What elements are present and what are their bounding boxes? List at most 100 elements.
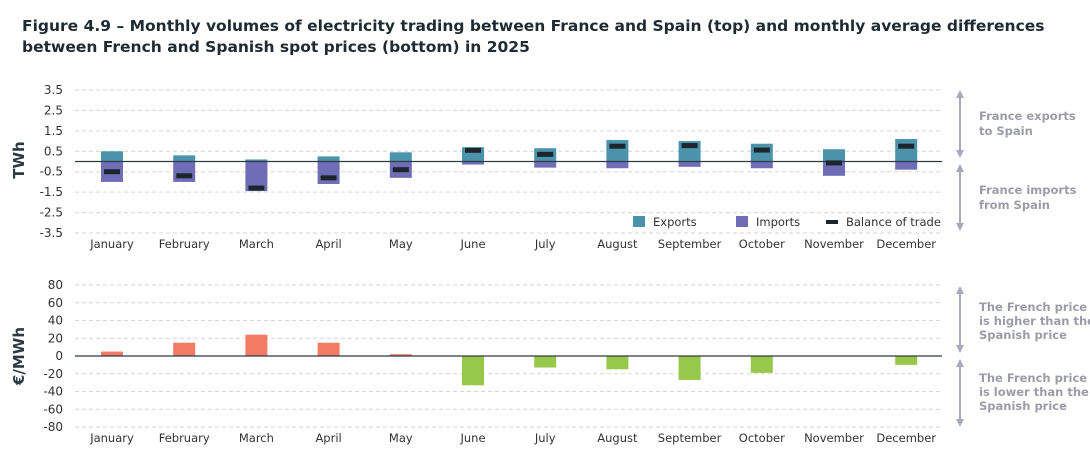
price-difference-bar bbox=[678, 356, 701, 380]
y-tick-label: -3.5 bbox=[40, 226, 63, 240]
x-tick-label: March bbox=[239, 431, 274, 445]
annotation-higher: is higher than the bbox=[979, 314, 1090, 328]
x-tick-label: September bbox=[658, 237, 722, 251]
y-tick-label: 3.5 bbox=[44, 83, 63, 97]
annotation-lower: The French price bbox=[979, 371, 1087, 385]
balance-marker bbox=[248, 185, 265, 191]
exports-bar bbox=[245, 159, 268, 162]
x-tick-label: May bbox=[389, 237, 413, 251]
imports-bar bbox=[245, 161, 268, 192]
exports-bar bbox=[173, 155, 196, 162]
balance-marker bbox=[465, 147, 481, 153]
y-tick-label: -20 bbox=[43, 367, 63, 381]
arrow-exports-head-down bbox=[956, 150, 964, 158]
x-tick-label: June bbox=[459, 431, 485, 445]
balance-marker bbox=[681, 143, 698, 149]
x-tick-label: March bbox=[239, 237, 274, 251]
annotation-exports: to Spain bbox=[979, 124, 1033, 138]
imports-bar bbox=[462, 161, 484, 165]
y-tick-label: 60 bbox=[48, 296, 63, 310]
x-tick-label: June bbox=[459, 237, 485, 251]
x-tick-label: January bbox=[89, 237, 134, 251]
legend-label-balance: Balance of trade bbox=[846, 215, 941, 229]
price-difference-bar bbox=[750, 356, 773, 373]
imports-bar bbox=[895, 161, 918, 170]
y-tick-label: 80 bbox=[48, 278, 63, 292]
x-tick-label: May bbox=[389, 431, 413, 445]
x-tick-label: December bbox=[876, 431, 936, 445]
balance-marker bbox=[392, 167, 409, 173]
balance-marker bbox=[176, 173, 193, 179]
y-tick-label: 2.5 bbox=[44, 103, 63, 117]
y-tick-label: -2.5 bbox=[40, 206, 63, 220]
exports-bar bbox=[823, 149, 845, 162]
price-difference-bar bbox=[389, 354, 412, 356]
x-tick-label: July bbox=[534, 431, 556, 445]
annotation-lower: is lower than the bbox=[979, 385, 1089, 399]
legend-swatch-balance bbox=[826, 220, 838, 224]
annotation-higher: Spanish price bbox=[979, 328, 1067, 342]
exports-bar bbox=[895, 139, 918, 162]
x-tick-label: December bbox=[876, 237, 936, 251]
arrow-imports-head-up bbox=[956, 164, 964, 172]
y-tick-label: -40 bbox=[43, 385, 63, 399]
x-tick-label: August bbox=[597, 431, 638, 445]
x-tick-label: October bbox=[739, 237, 785, 251]
annotation-higher: The French price bbox=[979, 300, 1087, 314]
annotation-imports: France imports bbox=[979, 183, 1077, 197]
y-axis-title: TWh bbox=[10, 141, 28, 178]
balance-marker bbox=[609, 143, 626, 149]
y-tick-label: -60 bbox=[43, 402, 63, 416]
annotation-imports: from Spain bbox=[979, 198, 1050, 212]
x-tick-label: February bbox=[159, 431, 210, 445]
exports-bar bbox=[606, 140, 629, 162]
legend-label-imports: Imports bbox=[756, 215, 800, 229]
price-difference-bar bbox=[534, 356, 557, 368]
balance-marker bbox=[753, 147, 770, 153]
arrow-lower-head-down bbox=[956, 419, 964, 427]
legend-swatch-exports bbox=[633, 216, 645, 227]
exports-bar bbox=[750, 143, 773, 162]
balance-marker bbox=[537, 151, 554, 157]
y-tick-label: -0.5 bbox=[40, 165, 63, 179]
price-difference-bar bbox=[173, 342, 196, 356]
price-difference-bar bbox=[462, 356, 484, 386]
y-tick-label: -80 bbox=[43, 420, 63, 434]
imports-bar bbox=[173, 161, 196, 182]
price-difference-bar bbox=[245, 334, 268, 356]
y-tick-label: 40 bbox=[48, 314, 63, 328]
x-tick-label: April bbox=[315, 237, 341, 251]
arrow-exports-head-up bbox=[956, 90, 964, 98]
legend-swatch-imports bbox=[736, 216, 748, 227]
y-tick-label: -1.5 bbox=[40, 185, 63, 199]
x-tick-label: September bbox=[658, 431, 722, 445]
arrow-higher-head-up bbox=[956, 286, 964, 294]
balance-marker bbox=[898, 143, 915, 149]
imports-bar bbox=[606, 161, 629, 169]
y-tick-label: 0.5 bbox=[44, 144, 63, 158]
balance-marker bbox=[320, 175, 337, 181]
imports-bar bbox=[534, 161, 557, 168]
annotation-exports: France exports bbox=[979, 109, 1076, 123]
x-tick-label: April bbox=[315, 431, 341, 445]
imports-bar bbox=[750, 161, 773, 169]
balance-marker bbox=[104, 169, 120, 175]
figure-title: Figure 4.9 – Monthly volumes of electric… bbox=[22, 17, 1045, 56]
x-tick-label: November bbox=[804, 431, 864, 445]
annotation-lower: Spanish price bbox=[979, 399, 1067, 413]
exports-bar bbox=[317, 156, 340, 162]
exports-bar bbox=[389, 152, 412, 162]
y-tick-label: 0 bbox=[55, 349, 63, 363]
y-axis-title: €/MWh bbox=[10, 327, 28, 386]
imports-bar bbox=[678, 161, 701, 167]
price-difference-bar bbox=[317, 342, 340, 356]
arrow-higher-head-down bbox=[956, 345, 964, 353]
y-tick-label: 20 bbox=[48, 331, 63, 345]
x-tick-label: November bbox=[804, 237, 864, 251]
price-difference-bar bbox=[101, 351, 123, 356]
x-tick-label: January bbox=[89, 431, 134, 445]
y-tick-label: 1.5 bbox=[44, 124, 63, 138]
price-difference-bar bbox=[895, 356, 918, 365]
x-tick-label: July bbox=[534, 237, 556, 251]
x-tick-label: October bbox=[739, 431, 785, 445]
